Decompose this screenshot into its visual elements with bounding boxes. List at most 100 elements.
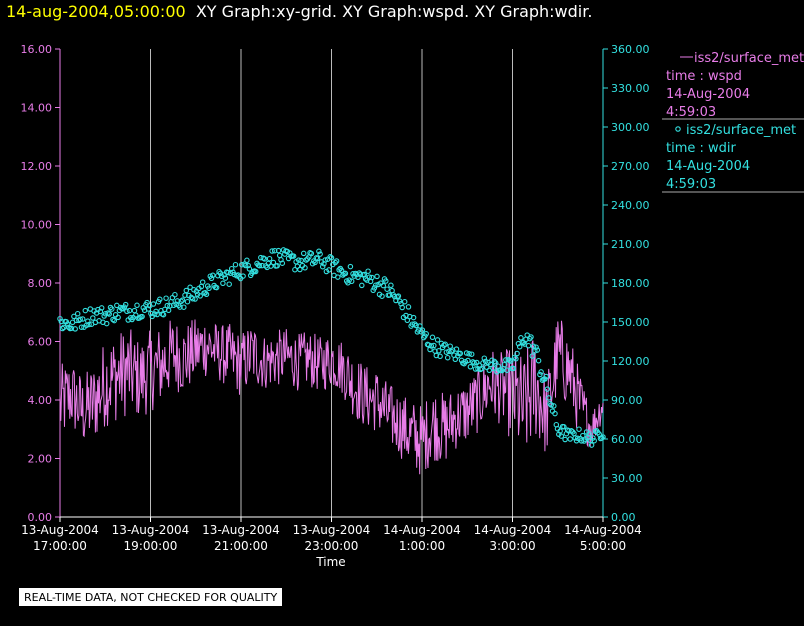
wdir-point [124, 308, 130, 315]
x-tick-label: 13-Aug-2004 [202, 523, 280, 537]
wdir-point [472, 366, 479, 372]
wdir-point [298, 257, 304, 264]
wdir-point [192, 296, 198, 302]
x-tick-label: 14-Aug-2004 [383, 523, 461, 537]
right-tick-label: 240.00 [611, 199, 650, 212]
wdir-point [490, 365, 496, 371]
left-tick-label: 0.00 [28, 511, 53, 524]
wdir-point [183, 287, 190, 294]
wdir-point [274, 263, 280, 269]
wdir-point [342, 270, 349, 277]
wdir-point [586, 431, 592, 437]
x-tick-label: 5:00:00 [580, 539, 626, 553]
x-tick-label: 13-Aug-2004 [21, 523, 99, 537]
wdir-point [79, 316, 86, 322]
wdir-point [600, 434, 606, 440]
right-tick-label: 90.00 [611, 394, 643, 407]
wdir-point [448, 348, 455, 355]
wdir-point [160, 311, 167, 318]
wdir-point [538, 369, 544, 375]
x-tick-label: 23:00:00 [305, 539, 359, 553]
wdir-point [501, 361, 508, 368]
quality-notice: REAL-TIME DATA, NOT CHECKED FOR QUALITY [19, 588, 283, 606]
wdir-point [77, 316, 83, 323]
left-y-axis: 0.00 2.00 4.00 6.00 8.00 10.00 12.00 14.00 16.00 [21, 43, 61, 524]
wdir-point [466, 351, 472, 357]
wdir-point [580, 432, 586, 439]
wdir-point [61, 324, 67, 331]
wdir-point [57, 315, 63, 322]
wdir-point [567, 436, 573, 442]
wdir-point [389, 287, 395, 294]
right-tick-label: 150.00 [611, 316, 650, 329]
wdir-point [173, 301, 179, 308]
x-tick-label: 14-Aug-2004 [564, 523, 642, 537]
right-tick-label: 30.00 [611, 472, 643, 485]
wdir-point [240, 273, 246, 279]
wdir-point [380, 282, 387, 289]
wdir-point [256, 262, 263, 269]
series-wdir [57, 247, 606, 448]
wdir-point [413, 322, 419, 329]
wdir-point [543, 373, 549, 380]
wdir-point [428, 343, 435, 349]
wdir-point [465, 357, 471, 364]
wdir-point [333, 258, 340, 264]
wdir-point [308, 250, 315, 257]
wdir-point [410, 314, 417, 321]
x-tick-label: 3:00:00 [489, 539, 535, 553]
wdir-point [244, 257, 250, 264]
x-tick-label: 1:00:00 [399, 539, 445, 553]
wdir-point [139, 313, 145, 320]
wdir-point [145, 306, 152, 312]
wdir-point [386, 292, 393, 298]
wdir-point [399, 304, 405, 311]
wdir-point [503, 357, 509, 363]
wdir-point [453, 346, 460, 352]
wdir-point [511, 354, 518, 361]
wdir-point [561, 424, 567, 430]
wdir-point [184, 298, 191, 305]
wdir-point [372, 282, 379, 288]
wdir-point [336, 267, 342, 273]
right-tick-label: 120.00 [611, 355, 650, 368]
wdir-point [110, 316, 116, 323]
wdir-point [82, 307, 89, 314]
legend-swatch-marker [675, 126, 681, 132]
wdir-point [271, 247, 278, 254]
wdir-point [220, 280, 226, 287]
wdir-point [317, 251, 323, 257]
wdir-point [479, 365, 485, 372]
right-tick-label: 300.00 [611, 121, 650, 134]
wdir-point [395, 293, 402, 299]
wdir-point [208, 275, 215, 282]
wdir-point [544, 386, 551, 392]
x-tick-label: 19:00:00 [124, 539, 178, 553]
wdir-point [178, 298, 184, 305]
wdir-point [78, 324, 85, 330]
wdir-point [177, 304, 183, 310]
legend-text: iss2/surface_met [694, 51, 804, 66]
x-tick-label: 17:00:00 [33, 539, 87, 553]
wdir-point [269, 248, 275, 254]
x-tick-label: 14-Aug-2004 [474, 523, 552, 537]
wdir-point [467, 364, 474, 370]
wdir-point [508, 358, 514, 364]
legend-text: time : wspd [666, 69, 742, 84]
wdir-point [279, 260, 286, 266]
wdir-point [245, 262, 251, 269]
left-tick-label: 16.00 [21, 43, 53, 56]
wdir-point [374, 273, 380, 280]
wdir-point [359, 282, 365, 289]
right-tick-label: 270.00 [611, 160, 650, 173]
wdir-point [290, 253, 297, 259]
left-tick-label: 2.00 [28, 453, 53, 466]
right-tick-label: 0.00 [611, 511, 636, 524]
wdir-point [225, 269, 231, 276]
wdir-point [534, 347, 541, 353]
wdir-point [520, 340, 527, 346]
wdir-point [187, 284, 193, 291]
wdir-point [270, 259, 277, 266]
wdir-point [468, 351, 475, 357]
